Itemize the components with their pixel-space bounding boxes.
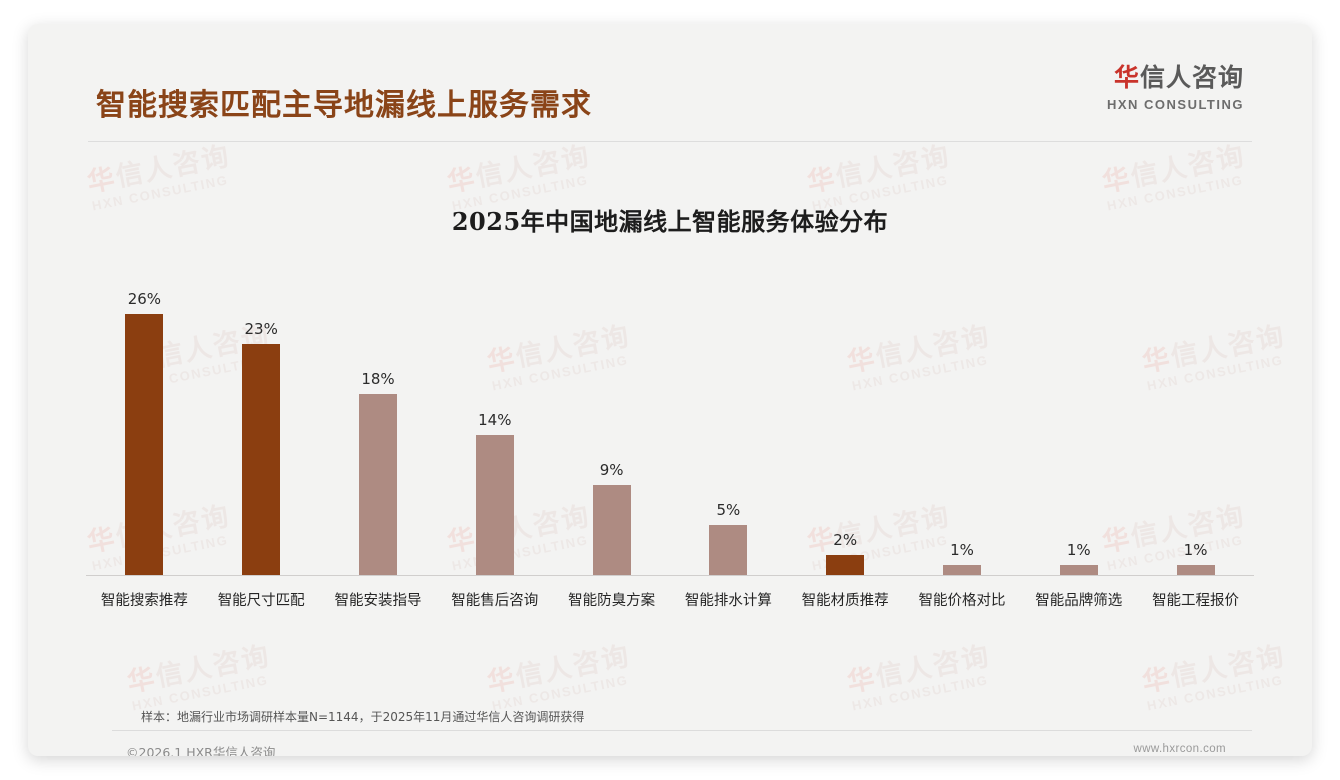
chart-category-labels: 智能搜索推荐 智能尺寸匹配 智能安装指导 智能售后咨询 智能防臭方案 智能排水计算 智能材质… xyxy=(86,589,1254,610)
category-label-slot: 智能品牌筛选 xyxy=(1020,589,1137,610)
bar-group: 1% xyxy=(1137,274,1254,575)
bar-rect[interactable] xyxy=(475,435,514,575)
category-label: 智能排水计算 xyxy=(684,593,772,609)
logo-rest-char: 信人咨询 xyxy=(1139,63,1244,92)
category-label: 智能售后咨询 xyxy=(451,593,539,609)
bar-group: 14% xyxy=(436,274,553,575)
bar-group: 23% xyxy=(203,274,320,575)
chart-bars-container: 26% 23% 18% 14% 9% 5% 2% 1% 1% 1% xyxy=(86,274,1254,575)
bar-rect[interactable] xyxy=(592,485,631,575)
bar-rect[interactable] xyxy=(1176,565,1215,575)
category-label: 智能尺寸匹配 xyxy=(217,593,305,609)
company-logo: 华信人咨询 HXN CONSULTING xyxy=(1107,58,1244,112)
chart-baseline-axis xyxy=(86,575,1254,576)
logo-english-text: HXN CONSULTING xyxy=(1106,97,1244,112)
category-label: 智能品牌筛选 xyxy=(1035,593,1123,609)
category-label-slot: 智能安装指导 xyxy=(320,589,437,610)
category-label: 智能防臭方案 xyxy=(568,593,656,609)
logo-accent-char: 华 xyxy=(1113,63,1140,92)
bar-group: 1% xyxy=(1020,274,1137,575)
bar-value-label: 1% xyxy=(1183,541,1208,559)
bar-value-label: 5% xyxy=(716,501,741,519)
bar-group: 2% xyxy=(787,274,904,575)
bar-group: 18% xyxy=(320,274,437,575)
bar-rect[interactable] xyxy=(358,394,397,575)
category-label-slot: 智能排水计算 xyxy=(670,589,787,610)
slide-header: 智能搜索匹配主导地漏线上服务需求 华信人咨询 HXN CONSULTING xyxy=(28,24,1312,123)
bar-value-label: 9% xyxy=(599,461,624,479)
bar-group: 9% xyxy=(553,274,670,575)
category-label: 智能材质推荐 xyxy=(801,593,889,609)
footer-divider xyxy=(112,730,1252,731)
bar-value-label: 1% xyxy=(1066,541,1091,559)
category-label-slot: 智能材质推荐 xyxy=(787,589,904,610)
bar-rect[interactable] xyxy=(1059,565,1098,575)
header-divider xyxy=(88,141,1252,142)
bar-value-label: 1% xyxy=(950,541,974,559)
bar-value-label: 23% xyxy=(244,320,278,338)
bar-chart: 2025年中国地漏线上智能服务体验分布 26% 23% 18% 14% 9% 5% 2% 1%… xyxy=(28,24,1312,756)
category-label-slot: 智能搜索推荐 xyxy=(86,589,203,610)
chart-title: 2025年中国地漏线上智能服务体验分布 xyxy=(451,207,889,236)
footer-copyright: ©2026.1 HXR华信人咨询 xyxy=(126,745,276,756)
slide-card: 华信人咨询 HXN CONSULTING 华信人咨询 HXN CONSULTING 华信… xyxy=(28,24,1312,756)
bar-rect[interactable] xyxy=(826,555,865,575)
bar-rect[interactable] xyxy=(242,344,281,575)
bar-value-label: 26% xyxy=(127,290,162,308)
category-label: 智能价格对比 xyxy=(918,593,1006,609)
bar-value-label: 18% xyxy=(361,370,395,388)
footer-website[interactable]: www.hxrcon.com xyxy=(1133,743,1226,755)
bar-rect[interactable] xyxy=(942,565,981,575)
logo-chinese-text: 华信人咨询 xyxy=(1107,58,1244,94)
category-label-slot: 智能价格对比 xyxy=(904,589,1021,610)
bar-value-label: 14% xyxy=(478,411,512,429)
bar-group: 26% xyxy=(86,274,203,575)
bar-rect[interactable] xyxy=(125,314,164,575)
category-label-slot: 智能工程报价 xyxy=(1137,589,1254,610)
bar-group: 1% xyxy=(904,274,1021,575)
source-note: 样本：地漏行业市场调研样本量N=1144，于2025年11月通过华信人咨询调研获… xyxy=(141,710,585,724)
category-label: 智能搜索推荐 xyxy=(100,593,188,609)
category-label-slot: 智能防臭方案 xyxy=(553,589,670,610)
category-label: 智能工程报价 xyxy=(1152,593,1240,609)
category-label: 智能安装指导 xyxy=(334,593,422,609)
bar-group: 5% xyxy=(670,274,787,575)
page-title: 智能搜索匹配主导地漏线上服务需求 xyxy=(96,88,592,123)
bar-rect[interactable] xyxy=(709,525,748,575)
category-label-slot: 智能售后咨询 xyxy=(436,589,553,610)
category-label-slot: 智能尺寸匹配 xyxy=(203,589,320,610)
bar-value-label: 2% xyxy=(833,531,858,549)
